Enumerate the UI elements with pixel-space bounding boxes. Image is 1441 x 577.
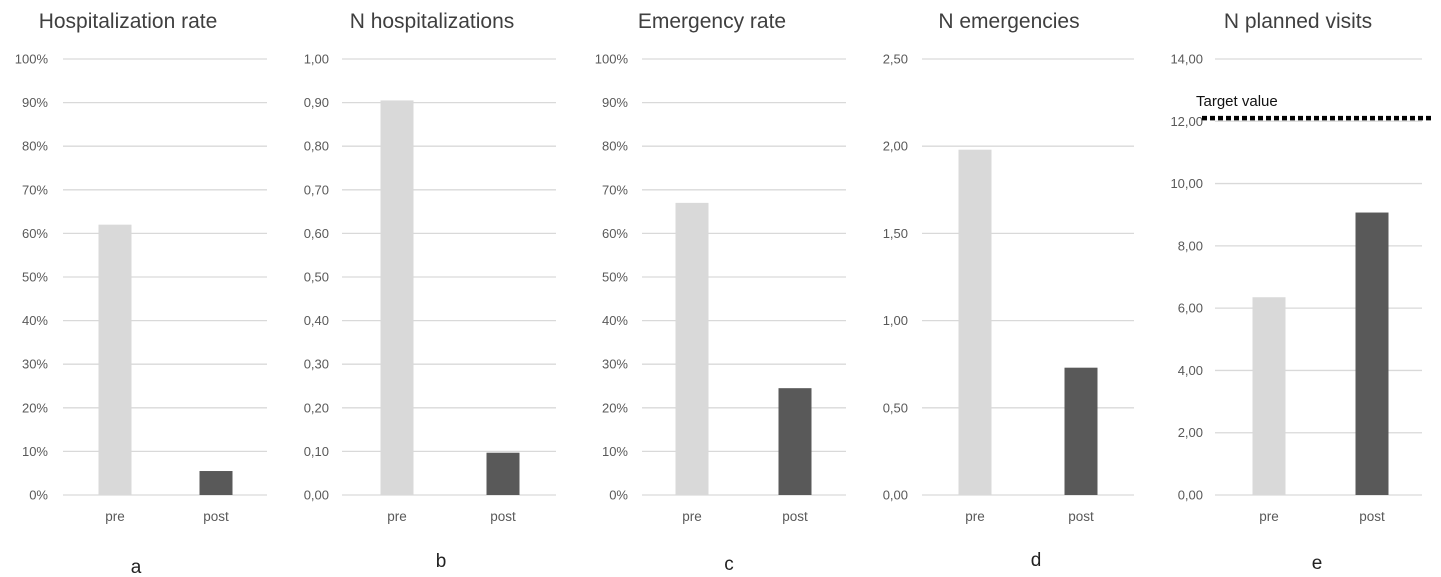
panel-e-ytick-label: 0,00 bbox=[1178, 488, 1203, 503]
panel-c-ytick-label: 60% bbox=[602, 226, 628, 241]
panel-c-ytick-label: 20% bbox=[602, 400, 628, 415]
panel-a-bar-post bbox=[199, 471, 233, 495]
panel-b-bar-pre bbox=[380, 100, 414, 496]
panel-e-category-label: post bbox=[1359, 509, 1385, 524]
panel-c-ytick-label: 100% bbox=[595, 52, 629, 67]
panel-e-title: N planned visits bbox=[1224, 10, 1372, 33]
panel-d-ytick-label: 2,50 bbox=[883, 52, 908, 67]
panel-d-ytick-label: 1,00 bbox=[883, 313, 908, 328]
panel-b-ytick-label: 0,10 bbox=[304, 444, 329, 459]
panel-b-ytick-label: 0,00 bbox=[304, 488, 329, 503]
panel-d-letter: d bbox=[1031, 550, 1042, 571]
panel-b-ytick-label: 0,80 bbox=[304, 139, 329, 154]
panel-c-letter: c bbox=[724, 554, 734, 575]
panel-b-ytick-label: 0,90 bbox=[304, 95, 329, 110]
panel-a-category-label: pre bbox=[105, 509, 125, 524]
panel-d-grid bbox=[922, 58, 1134, 496]
panel-a-ytick-label: 30% bbox=[22, 357, 48, 372]
panel-d-bar-pre bbox=[958, 149, 992, 496]
panel-c-bar-pre bbox=[675, 202, 709, 495]
panel-e-bar-pre bbox=[1252, 297, 1286, 495]
panel-b-title: N hospitalizations bbox=[350, 10, 515, 33]
panel-b-ytick-label: 0,20 bbox=[304, 400, 329, 415]
panel-d-category-label: pre bbox=[965, 509, 985, 524]
panel-e-bar-post bbox=[1355, 212, 1389, 495]
panel-e-letter: e bbox=[1312, 553, 1323, 574]
panel-c-ytick-label: 0% bbox=[609, 488, 628, 503]
panel-d-ytick-label: 0,50 bbox=[883, 400, 908, 415]
panel-d-category-label: post bbox=[1068, 509, 1094, 524]
panel-e-ytick-label: 10,00 bbox=[1170, 176, 1203, 191]
panel-e-ytick-label: 14,00 bbox=[1170, 52, 1203, 67]
panel-c-ytick-label: 30% bbox=[602, 357, 628, 372]
panel-d: N emergencies d 0,00 0,50 1,00 1,50 2,00 2,50… bbox=[883, 10, 1134, 571]
panel-e-category-label: pre bbox=[1259, 509, 1279, 524]
panel-a-ytick-label: 60% bbox=[22, 226, 48, 241]
panel-b-ytick-label: 0,30 bbox=[304, 357, 329, 372]
panel-a-ytick-label: 20% bbox=[22, 400, 48, 415]
panel-c-ytick-label: 50% bbox=[602, 270, 628, 285]
panel-a-title: Hospitalization rate bbox=[39, 10, 218, 33]
panel-c-title: Emergency rate bbox=[638, 10, 786, 33]
panel-e-ytick-label: 4,00 bbox=[1178, 363, 1203, 378]
panel-e-ytick-label: 2,00 bbox=[1178, 425, 1203, 440]
panel-b-ytick-label: 0,70 bbox=[304, 182, 329, 197]
panel-a-ytick-label: 70% bbox=[22, 182, 48, 197]
panel-a-ytick-label: 10% bbox=[22, 444, 48, 459]
panel-c-ytick-label: 10% bbox=[602, 444, 628, 459]
panel-b-ytick-label: 0,50 bbox=[304, 270, 329, 285]
panel-d-ytick-label: 2,00 bbox=[883, 139, 908, 154]
panel-d-ytick-label: 0,00 bbox=[883, 488, 908, 503]
panel-c-ytick-label: 40% bbox=[602, 313, 628, 328]
panel-b-ytick-label: 1,00 bbox=[304, 52, 329, 67]
panel-a-ytick-label: 40% bbox=[22, 313, 48, 328]
panel-a-category-label: post bbox=[203, 509, 229, 524]
panel-d-ytick-label: 1,50 bbox=[883, 226, 908, 241]
panel-a-ytick-label: 100% bbox=[15, 52, 49, 67]
panel-c: Emergency rate c 0% 10% 20% 30% 40% 50% 60% 70%… bbox=[595, 10, 846, 575]
panel-e-ytick-label: 12,00 bbox=[1170, 114, 1203, 129]
panel-c-category-label: post bbox=[782, 509, 808, 524]
panel-c-grid bbox=[642, 58, 846, 496]
panel-c-ytick-label: 70% bbox=[602, 182, 628, 197]
panel-d-bar-post bbox=[1064, 367, 1098, 495]
panel-a: Hospitalization rate a 0% 10% 20% 30% 40% 50%… bbox=[15, 10, 267, 577]
panel-b-category-label: pre bbox=[387, 509, 407, 524]
panel-a-grid bbox=[63, 58, 267, 496]
panel-d-title: N emergencies bbox=[938, 10, 1079, 33]
panel-a-ytick-label: 80% bbox=[22, 139, 48, 154]
panel-e-ytick-label: 6,00 bbox=[1178, 301, 1203, 316]
target-value-label: Target value bbox=[1196, 93, 1278, 110]
panel-a-ytick-label: 0% bbox=[29, 488, 48, 503]
panel-c-bar-post bbox=[778, 388, 812, 495]
panel-b-ytick-label: 0,40 bbox=[304, 313, 329, 328]
panel-a-ytick-label: 90% bbox=[22, 95, 48, 110]
panel-c-ytick-label: 80% bbox=[602, 139, 628, 154]
panel-a-letter: a bbox=[131, 557, 142, 577]
panel-a-bar-pre bbox=[98, 224, 132, 495]
panel-b-grid bbox=[342, 58, 556, 496]
panel-b-ytick-label: 0,60 bbox=[304, 226, 329, 241]
panel-e-ytick-label: 8,00 bbox=[1178, 238, 1203, 253]
panel-e-grid bbox=[1215, 58, 1422, 496]
panel-b-letter: b bbox=[436, 551, 447, 572]
panel-c-category-label: pre bbox=[682, 509, 702, 524]
panel-e: N planned visits e Target value 0,00 2,00… bbox=[1170, 10, 1434, 574]
panel-b-category-label: post bbox=[490, 509, 516, 524]
panel-b-bar-post bbox=[486, 452, 520, 495]
panel-b: N hospitalizations b 0,00 0,10 0,20 0,30 0,4… bbox=[304, 10, 556, 572]
panel-a-ytick-label: 50% bbox=[22, 270, 48, 285]
panel-c-ytick-label: 90% bbox=[602, 95, 628, 110]
